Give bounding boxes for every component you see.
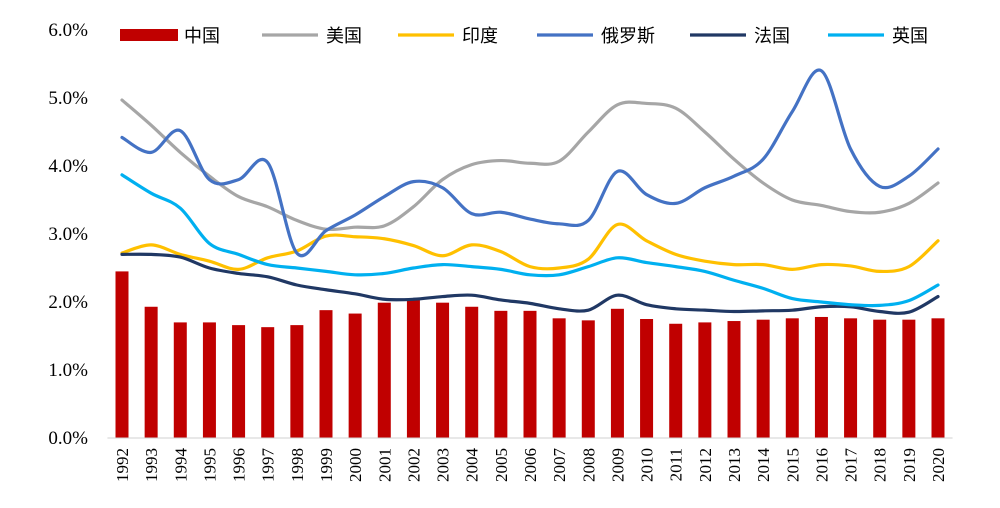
y-axis: 0.0% 1.0% 2.0% 3.0% 4.0% 5.0% 6.0% xyxy=(48,20,88,449)
x-tick-label: 2018 xyxy=(871,448,890,482)
y-tick-label: 0.0% xyxy=(48,428,88,449)
x-tick-label: 1997 xyxy=(259,448,278,483)
legend-label-usa: 美国 xyxy=(326,26,362,47)
line-russia xyxy=(120,68,940,258)
bar-china-2018 xyxy=(873,319,887,438)
bar-china-1993 xyxy=(144,306,158,438)
legend-label-india: 印度 xyxy=(462,26,498,47)
x-tick-label: 2011 xyxy=(667,448,686,481)
bar-china-2006 xyxy=(523,310,537,438)
x-tick-label: 1999 xyxy=(317,448,336,482)
x-tick-label: 2015 xyxy=(783,448,802,482)
bar-china-1992 xyxy=(115,271,129,438)
x-tick-label: 1995 xyxy=(200,448,219,482)
x-tick-label: 2009 xyxy=(608,448,627,482)
bar-china-2017 xyxy=(844,318,858,438)
x-tick-label: 2001 xyxy=(375,448,394,482)
line-series-group xyxy=(120,68,940,315)
x-tick-label: 1998 xyxy=(288,448,307,482)
bar-series-china xyxy=(115,271,945,438)
legend: 中国 美国 印度 俄罗斯 法国 英国 xyxy=(120,26,928,47)
x-tick-label: 2005 xyxy=(492,448,511,482)
x-tick-label: 2010 xyxy=(638,448,657,482)
bar-china-2015 xyxy=(785,318,799,438)
legend-label-france: 法国 xyxy=(754,26,790,47)
line-usa xyxy=(120,98,940,232)
x-axis: 1992 1993 1994 1995 1996 1997 1998 1999 2000 2001… xyxy=(107,437,953,483)
x-tick-label: 2000 xyxy=(346,448,365,482)
bar-china-1999 xyxy=(319,310,333,438)
bar-china-2013 xyxy=(727,321,741,438)
bar-china-2002 xyxy=(406,299,420,438)
legend-label-uk: 英国 xyxy=(892,26,928,47)
y-tick-label: 4.0% xyxy=(48,156,88,177)
y-tick-label: 1.0% xyxy=(48,360,88,381)
x-tick-label: 2002 xyxy=(404,448,423,482)
bar-china-2001 xyxy=(377,302,391,438)
x-tick-label: 2004 xyxy=(463,448,482,483)
bar-china-2009 xyxy=(610,308,624,438)
bar-china-2014 xyxy=(756,319,770,438)
x-tick-label: 2019 xyxy=(900,448,919,482)
bar-china-1998 xyxy=(290,325,304,438)
bar-china-2007 xyxy=(552,318,566,438)
bar-china-2008 xyxy=(581,320,595,438)
bar-china-1994 xyxy=(173,322,187,438)
bar-china-2016 xyxy=(814,316,828,438)
bar-china-2019 xyxy=(902,319,916,438)
legend-swatch-china xyxy=(120,29,178,41)
x-tick-label: 2007 xyxy=(550,448,569,483)
bar-china-2005 xyxy=(494,310,508,438)
bar-china-1996 xyxy=(232,325,246,438)
x-tick-label: 2020 xyxy=(929,448,948,482)
y-tick-label: 2.0% xyxy=(48,292,88,313)
bar-china-2010 xyxy=(640,319,654,438)
bar-china-1995 xyxy=(202,322,216,438)
x-tick-label: 1994 xyxy=(171,448,190,483)
line-uk xyxy=(120,173,940,308)
line-france xyxy=(120,252,940,315)
bar-china-2012 xyxy=(698,322,712,438)
y-tick-label: 3.0% xyxy=(48,224,88,245)
x-tick-label: 2003 xyxy=(434,448,453,482)
bar-china-2000 xyxy=(348,313,362,438)
bar-china-2011 xyxy=(669,323,683,438)
x-tick-label: 2006 xyxy=(521,448,540,482)
y-tick-label: 5.0% xyxy=(48,88,88,109)
x-tick-label: 1992 xyxy=(113,448,132,482)
x-tick-label: 2014 xyxy=(754,448,773,483)
y-tick-label: 6.0% xyxy=(48,20,88,41)
x-tick-label: 1996 xyxy=(230,448,249,482)
line-india xyxy=(120,222,940,274)
legend-label-russia: 俄罗斯 xyxy=(601,26,655,47)
x-tick-label: 1993 xyxy=(142,448,161,482)
bar-china-1997 xyxy=(261,327,275,438)
x-tick-label: 2008 xyxy=(579,448,598,482)
x-tick-label: 2013 xyxy=(725,448,744,482)
bar-china-2004 xyxy=(465,306,479,438)
bar-china-2003 xyxy=(436,302,450,438)
x-tick-label: 2012 xyxy=(696,448,715,482)
bar-china-2020 xyxy=(931,318,945,438)
x-tick-label: 2016 xyxy=(812,448,831,482)
legend-label-china: 中国 xyxy=(184,26,220,47)
x-tick-label: 2017 xyxy=(842,448,861,483)
